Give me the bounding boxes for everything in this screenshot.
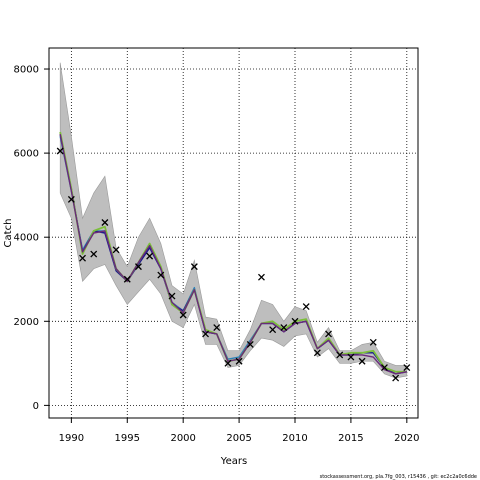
observed-point xyxy=(269,326,277,334)
plot-frame xyxy=(48,47,419,419)
y-tick-label: 4000 xyxy=(14,233,39,244)
observed-point xyxy=(224,359,232,367)
confidence-band xyxy=(59,62,408,379)
observed-point xyxy=(358,357,366,365)
observed-point xyxy=(347,353,355,361)
x-tick-label: 2010 xyxy=(282,433,307,444)
observed-point xyxy=(213,324,221,332)
observed-point xyxy=(280,324,288,332)
x-axis-title: Years xyxy=(220,456,247,467)
observed-point xyxy=(101,219,109,226)
confidence-band-area xyxy=(59,62,408,379)
observed-point xyxy=(67,195,75,203)
observed-point xyxy=(302,303,310,311)
x-axis: 1990 1995 2000 2005 2010 2015 2020 xyxy=(59,418,420,444)
observed-point xyxy=(90,250,98,258)
x-tick-label: 2015 xyxy=(338,433,363,444)
observed-point xyxy=(146,252,154,260)
x-tick-label: 2005 xyxy=(226,433,251,444)
observed-point xyxy=(291,317,299,325)
observed-point xyxy=(369,338,377,346)
observed-point xyxy=(235,357,243,365)
observed-point xyxy=(257,273,265,281)
observed-point xyxy=(380,364,388,372)
x-tick-label: 1990 xyxy=(59,433,84,444)
credit-text: stockassessment.org, pla.7fg_003, r15436… xyxy=(320,474,477,480)
observed-point xyxy=(325,330,333,338)
observed-points xyxy=(56,147,411,382)
y-axis-title: Catch xyxy=(3,219,14,248)
observed-point xyxy=(112,246,120,254)
observed-point xyxy=(202,330,210,338)
x-tick-label: 1995 xyxy=(115,433,140,444)
y-axis: 0 2000 4000 6000 8000 xyxy=(14,65,49,412)
observed-point xyxy=(179,311,187,319)
y-tick-label: 6000 xyxy=(14,149,39,160)
observed-point xyxy=(246,340,254,348)
x-tick-label: 2020 xyxy=(394,433,419,444)
observed-point xyxy=(123,275,131,283)
observed-point xyxy=(403,364,411,372)
observed-point xyxy=(336,351,344,359)
x-tick-label: 2000 xyxy=(170,433,195,444)
observed-point xyxy=(392,374,400,382)
observed-point xyxy=(157,271,165,279)
observed-point xyxy=(168,292,176,300)
observed-point xyxy=(190,263,198,271)
observed-point xyxy=(56,147,64,155)
y-tick-label: 2000 xyxy=(14,317,39,328)
y-tick-label: 8000 xyxy=(14,65,39,76)
observed-point xyxy=(134,263,142,271)
observed-point xyxy=(79,254,87,262)
observed-point xyxy=(313,349,321,357)
y-tick-label: 0 xyxy=(33,401,39,412)
